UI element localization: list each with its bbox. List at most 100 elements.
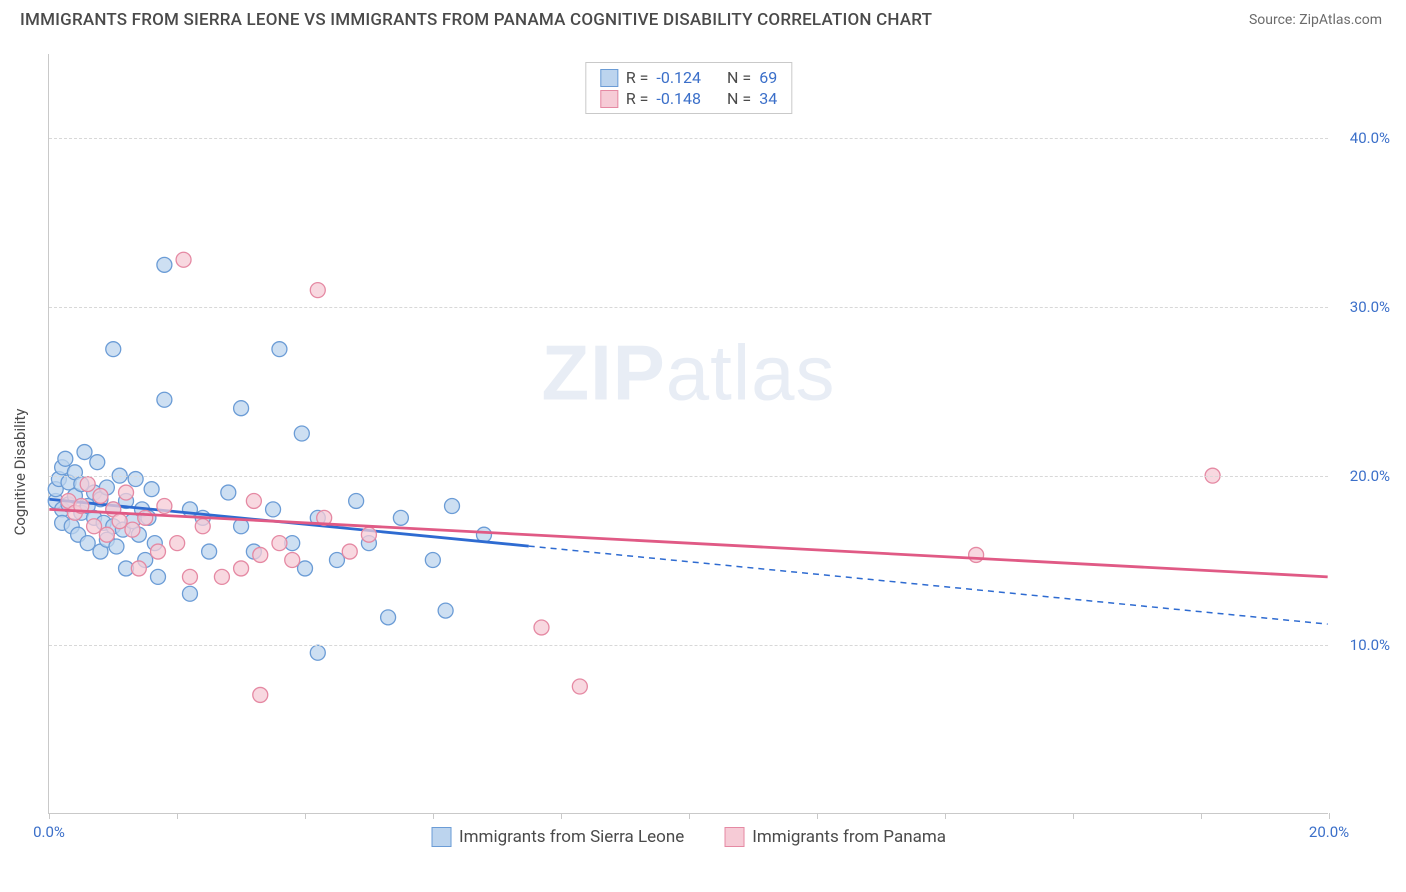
- x-tick: [1073, 813, 1074, 819]
- scatter-point: [393, 510, 408, 525]
- x-tick: [689, 813, 690, 819]
- x-tick: [305, 813, 306, 819]
- scatter-point: [128, 472, 143, 487]
- legend-label-2: Immigrants from Panama: [752, 827, 946, 847]
- stats-r-label: R =: [626, 89, 649, 108]
- x-tick: [945, 813, 946, 819]
- x-tick: [561, 813, 562, 819]
- scatter-point: [272, 342, 287, 357]
- scatter-point: [170, 536, 185, 551]
- scatter-point: [310, 645, 325, 660]
- stats-r-label: R =: [626, 68, 649, 87]
- scatter-point: [151, 544, 166, 559]
- stats-swatch: [600, 69, 618, 87]
- y-axis-label: Cognitive Disability: [11, 409, 29, 536]
- legend-swatch-1: [431, 827, 451, 847]
- scatter-point: [90, 455, 105, 470]
- x-tick-label: 0.0%: [33, 823, 65, 841]
- scatter-point: [138, 510, 153, 525]
- chart-container: Cognitive Disability ZIPatlas R =-0.124N…: [30, 48, 1390, 878]
- scatter-point: [438, 603, 453, 618]
- scatter-point: [99, 527, 114, 542]
- stats-n-value: 34: [759, 89, 777, 108]
- scatter-point: [234, 401, 249, 416]
- scatter-point: [144, 482, 159, 497]
- gridline-h: [49, 138, 1328, 139]
- scatter-point: [572, 679, 587, 694]
- scatter-point: [253, 547, 268, 562]
- plot-area: ZIPatlas R =-0.124N =69R =-0.148N =34 Im…: [48, 54, 1328, 814]
- x-tick: [1329, 813, 1330, 819]
- scatter-point: [294, 426, 309, 441]
- scatter-point: [329, 553, 344, 568]
- stats-n-label: N =: [727, 89, 751, 108]
- scatter-point: [80, 536, 95, 551]
- x-tick: [1201, 813, 1202, 819]
- scatter-point: [157, 257, 172, 272]
- y-tick-label: 40.0%: [1350, 129, 1390, 147]
- y-tick-label: 10.0%: [1350, 636, 1390, 654]
- scatter-point: [310, 283, 325, 298]
- x-tick: [433, 813, 434, 819]
- scatter-point: [125, 522, 140, 537]
- scatter-point: [253, 687, 268, 702]
- scatter-point: [80, 477, 95, 492]
- scatter-point: [157, 499, 172, 514]
- chart-svg: [49, 54, 1328, 813]
- y-tick-label: 30.0%: [1350, 298, 1390, 316]
- scatter-point: [349, 493, 364, 508]
- scatter-point: [77, 445, 92, 460]
- scatter-point: [202, 544, 217, 559]
- scatter-point: [381, 610, 396, 625]
- scatter-point: [285, 553, 300, 568]
- x-tick: [177, 813, 178, 819]
- stats-row: R = -0.148 N = 34: [600, 89, 777, 108]
- chart-title: IMMIGRANTS FROM SIERRA LEONE VS IMMIGRAN…: [20, 10, 932, 30]
- stats-swatch: [600, 90, 618, 108]
- x-tick: [817, 813, 818, 819]
- gridline-h: [49, 307, 1328, 308]
- scatter-point: [221, 485, 236, 500]
- bottom-legend: Immigrants from Sierra Leone Immigrants …: [431, 827, 946, 847]
- x-tick-label: 20.0%: [1309, 823, 1349, 841]
- x-tick: [49, 813, 50, 819]
- scatter-point: [425, 553, 440, 568]
- scatter-point: [112, 514, 127, 529]
- stats-r-value: -0.124: [656, 68, 701, 87]
- source-label: Source: ZipAtlas.com: [1249, 12, 1382, 28]
- legend-item-2: Immigrants from Panama: [724, 827, 946, 847]
- scatter-point: [361, 527, 376, 542]
- scatter-point: [106, 342, 121, 357]
- scatter-point: [969, 547, 984, 562]
- stats-n-value: 69: [759, 68, 777, 87]
- stats-legend-box: R = -0.124 N = 69 R = -0.148 N = 34: [585, 62, 792, 114]
- scatter-point: [87, 519, 102, 534]
- scatter-point: [157, 392, 172, 407]
- stats-n-label: N =: [727, 68, 751, 87]
- scatter-point: [272, 536, 287, 551]
- scatter-point: [298, 561, 313, 576]
- scatter-point: [119, 485, 134, 500]
- scatter-point: [182, 569, 197, 584]
- scatter-point: [246, 493, 261, 508]
- gridline-h: [49, 476, 1328, 477]
- scatter-point: [534, 620, 549, 635]
- scatter-point: [58, 451, 73, 466]
- scatter-point: [93, 488, 108, 503]
- scatter-point: [151, 569, 166, 584]
- scatter-point: [176, 252, 191, 267]
- trend-line-dashed: [529, 546, 1328, 624]
- scatter-point: [342, 544, 357, 559]
- scatter-point: [131, 561, 146, 576]
- gridline-h: [49, 645, 1328, 646]
- scatter-point: [234, 561, 249, 576]
- legend-swatch-2: [724, 827, 744, 847]
- scatter-point: [195, 519, 210, 534]
- legend-label-1: Immigrants from Sierra Leone: [459, 827, 684, 847]
- scatter-point: [182, 586, 197, 601]
- legend-item-1: Immigrants from Sierra Leone: [431, 827, 684, 847]
- stats-r-value: -0.148: [656, 89, 701, 108]
- stats-row: R = -0.124 N = 69: [600, 68, 777, 87]
- scatter-point: [214, 569, 229, 584]
- scatter-point: [266, 502, 281, 517]
